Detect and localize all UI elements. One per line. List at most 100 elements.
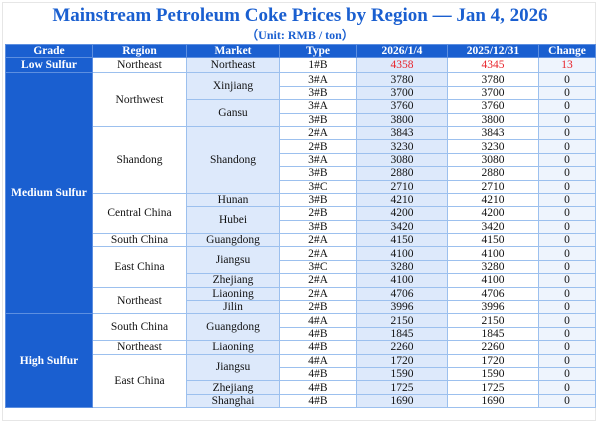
type-cell: 4#B bbox=[279, 340, 357, 355]
previous-price-cell: 3996 bbox=[447, 300, 539, 315]
change-cell: 0 bbox=[538, 353, 596, 368]
header-previous-date: 2025/12/31 bbox=[447, 43, 539, 59]
current-price-cell: 4100 bbox=[356, 273, 448, 288]
change-cell: 0 bbox=[538, 179, 596, 194]
change-cell: 0 bbox=[538, 313, 596, 328]
type-cell: 4#A bbox=[279, 313, 357, 328]
change-cell: 0 bbox=[538, 192, 596, 208]
header-type: Type bbox=[279, 43, 357, 59]
market-cell: Gansu bbox=[186, 99, 280, 127]
current-price-cell: 4100 bbox=[356, 246, 448, 261]
current-price-cell: 3760 bbox=[356, 99, 448, 114]
table-row: Central China Hunan 3#B 4210 4210 0 bbox=[6, 192, 596, 235]
table-row: 3#C 2710 2710 0 bbox=[6, 179, 596, 194]
type-cell: 2#B bbox=[279, 139, 357, 154]
type-cell: 4#A bbox=[279, 353, 357, 368]
page-title: Mainstream Petroleum Coke Prices by Regi… bbox=[52, 5, 548, 26]
change-cell: 0 bbox=[538, 139, 596, 154]
change-cell: 0 bbox=[538, 300, 596, 315]
table-row: Northeast Liaoning 2#A 4706 4706 0 bbox=[6, 286, 596, 315]
table-row: 3#C 3280 3280 0 bbox=[6, 259, 596, 275]
type-cell: 3#B bbox=[279, 219, 357, 235]
change-cell: 0 bbox=[538, 125, 596, 141]
current-price-cell: 2880 bbox=[356, 166, 448, 181]
type-cell: 4#B bbox=[279, 393, 357, 409]
change-cell: 0 bbox=[538, 166, 596, 181]
region-cell: East China bbox=[92, 353, 187, 409]
change-cell: 0 bbox=[538, 206, 596, 221]
current-price-cell: 3230 bbox=[356, 139, 448, 154]
table-row: Shandong Shandong 2#A 3843 3843 0 bbox=[6, 125, 596, 194]
previous-price-cell: 2150 bbox=[447, 313, 539, 328]
change-cell: 0 bbox=[538, 219, 596, 235]
previous-price-cell: 3760 bbox=[447, 99, 539, 114]
table-row: Northeast Liaoning 4#B 2260 2260 0 bbox=[6, 340, 596, 355]
type-cell: 4#B bbox=[279, 380, 357, 395]
table-row: East China Jiangsu 2#A 4100 4100 0 bbox=[6, 246, 596, 288]
change-cell: 0 bbox=[538, 366, 596, 382]
change-cell: 0 bbox=[538, 99, 596, 114]
market-cell: Northeast bbox=[186, 57, 280, 74]
type-cell: 4#B bbox=[279, 366, 357, 382]
current-price-cell: 4210 bbox=[356, 192, 448, 208]
current-price-cell: 2150 bbox=[356, 313, 448, 328]
type-cell: 2#A bbox=[279, 286, 357, 302]
region-cell: Northwest bbox=[92, 72, 187, 127]
region-cell: Shandong bbox=[92, 125, 187, 194]
table-row: 3#B 3700 3700 0 bbox=[6, 85, 596, 101]
market-cell: Xinjiang bbox=[186, 72, 280, 101]
header-region: Region bbox=[92, 43, 187, 59]
market-cell: Guangdong bbox=[186, 313, 280, 342]
current-price-cell: 3843 bbox=[356, 125, 448, 141]
market-cell: Shanghai bbox=[186, 393, 280, 409]
change-cell: 0 bbox=[538, 286, 596, 302]
type-cell: 3#A bbox=[279, 152, 357, 168]
type-cell: 4#B bbox=[279, 326, 357, 342]
table-row: Gansu 3#A 3760 3760 0 bbox=[6, 99, 596, 127]
table-row: 3#A 3080 3080 0 bbox=[6, 152, 596, 168]
header-current-date: 2026/1/4 bbox=[356, 43, 448, 59]
market-cell: Hunan bbox=[186, 192, 280, 208]
table-row: High Sulfur South China Guangdong 4#A 2150 21… bbox=[5, 313, 596, 409]
current-price-cell: 4358 bbox=[356, 57, 448, 74]
previous-price-cell: 4706 bbox=[447, 286, 539, 302]
change-cell: 0 bbox=[538, 273, 596, 288]
type-cell: 3#B bbox=[279, 192, 357, 208]
type-cell: 2#A bbox=[279, 233, 357, 248]
table-row: 2#B 3230 3230 0 bbox=[6, 139, 596, 154]
change-cell: 0 bbox=[538, 246, 596, 261]
type-cell: 2#A bbox=[279, 246, 357, 261]
change-cell: 0 bbox=[538, 112, 596, 127]
previous-price-cell: 3230 bbox=[447, 139, 539, 154]
type-cell: 3#B bbox=[279, 85, 357, 101]
change-cell: 0 bbox=[538, 393, 596, 409]
market-cell: Liaoning bbox=[186, 286, 280, 302]
change-cell: 0 bbox=[538, 72, 596, 87]
previous-price-cell: 3080 bbox=[447, 152, 539, 168]
header-row: Grade Region Market Type 2026/1/4 2025/1… bbox=[5, 43, 596, 59]
current-price-cell: 2260 bbox=[356, 340, 448, 355]
table-row: Jilin 2#B 3996 3996 0 bbox=[6, 300, 596, 315]
region-cell: Northeast bbox=[92, 286, 187, 315]
market-cell: Liaoning bbox=[186, 340, 280, 355]
type-cell: 3#A bbox=[279, 99, 357, 114]
table-row: Medium Sulfur Northwest Xinjiang 3#A 3780 378… bbox=[5, 72, 596, 315]
change-cell: 0 bbox=[538, 233, 596, 248]
header-grade: Grade bbox=[5, 43, 93, 59]
current-price-cell: 3280 bbox=[356, 259, 448, 275]
previous-price-cell: 2880 bbox=[447, 166, 539, 181]
previous-price-cell: 1725 bbox=[447, 380, 539, 395]
type-cell: 2#A bbox=[279, 125, 357, 141]
type-cell: 3#B bbox=[279, 166, 357, 181]
previous-price-cell: 4200 bbox=[447, 206, 539, 221]
current-price-cell: 1720 bbox=[356, 353, 448, 368]
table-row: 4#B 1845 1845 0 bbox=[6, 326, 596, 342]
current-price-cell: 1845 bbox=[356, 326, 448, 342]
region-cell: South China bbox=[92, 313, 187, 342]
previous-price-cell: 1720 bbox=[447, 353, 539, 368]
market-cell: Zhejiang bbox=[186, 380, 280, 395]
previous-price-cell: 3843 bbox=[447, 125, 539, 141]
change-cell: 0 bbox=[538, 152, 596, 168]
previous-price-cell: 3800 bbox=[447, 112, 539, 127]
previous-price-cell: 3280 bbox=[447, 259, 539, 275]
